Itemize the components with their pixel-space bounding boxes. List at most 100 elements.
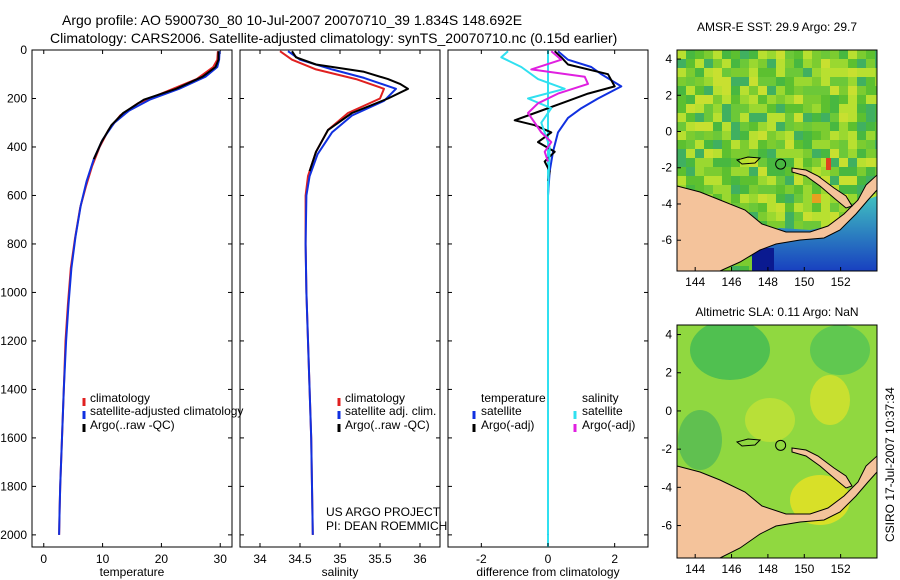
sst-cell xyxy=(686,104,695,113)
series-line-argo-raw-qc- xyxy=(291,50,409,172)
sst-cell xyxy=(866,95,875,104)
sst-cell xyxy=(776,95,785,104)
sst-cell xyxy=(704,122,713,131)
sst-cell xyxy=(686,176,695,185)
lon-tick-label: 146 xyxy=(722,275,742,289)
sst-cell xyxy=(848,167,857,176)
sst-land-new-guinea xyxy=(677,174,877,271)
sst-cell xyxy=(767,212,776,221)
sst-cell xyxy=(758,176,767,185)
x-tick-label: 10 xyxy=(96,552,110,566)
sst-cell xyxy=(785,95,794,104)
sst-cell xyxy=(875,86,877,95)
sst-cell xyxy=(794,149,803,158)
sst-cell xyxy=(740,122,749,131)
sst-cell xyxy=(776,68,785,77)
legend-label-temp-satellite: satellite xyxy=(481,404,522,418)
sst-cell xyxy=(785,185,794,194)
sst-cell xyxy=(866,104,875,113)
sst-cell xyxy=(857,86,866,95)
x-tick-label: 34 xyxy=(253,552,267,566)
sst-cell xyxy=(704,95,713,104)
sst-cell xyxy=(677,149,686,158)
sst-cell xyxy=(794,104,803,113)
sst-cell xyxy=(749,158,758,167)
sst-cell xyxy=(839,185,848,194)
sst-cell xyxy=(776,149,785,158)
sst-cell xyxy=(740,140,749,149)
y-tick-label: 1000 xyxy=(0,285,27,299)
sst-cell xyxy=(731,77,740,86)
sst-cell xyxy=(785,113,794,122)
sst-cell xyxy=(695,68,704,77)
sst-cell xyxy=(830,59,839,68)
sst-cell xyxy=(704,104,713,113)
sst-cell xyxy=(758,113,767,122)
sst-cell xyxy=(866,59,875,68)
sst-cell xyxy=(722,95,731,104)
sst-cell xyxy=(686,158,695,167)
lat-tick-label: -2 xyxy=(661,442,672,456)
sst-cell xyxy=(740,266,749,271)
sst-cell xyxy=(704,185,713,194)
lat-tick-label: -6 xyxy=(661,233,672,247)
legend-heading-salinity: salinity xyxy=(582,391,619,405)
sst-cell xyxy=(875,59,877,68)
sst-cell xyxy=(731,131,740,140)
sst-cell xyxy=(803,77,812,86)
sst-cell xyxy=(695,176,704,185)
sst-cell xyxy=(677,59,686,68)
sst-cell xyxy=(767,185,776,194)
sst-cell xyxy=(785,50,794,59)
sst-cell xyxy=(776,113,785,122)
sst-cell xyxy=(776,194,785,203)
sst-cell xyxy=(695,95,704,104)
sst-cell xyxy=(731,167,740,176)
sst-cell xyxy=(785,221,794,230)
sst-cell xyxy=(875,68,877,77)
sst-cell xyxy=(749,113,758,122)
sst-cell xyxy=(803,104,812,113)
sst-cell xyxy=(875,95,877,104)
sst-cell xyxy=(848,95,857,104)
sst-cell xyxy=(749,59,758,68)
sst-warm-cell xyxy=(812,194,821,203)
sst-cell xyxy=(749,140,758,149)
sst-cell xyxy=(695,104,704,113)
sst-cell xyxy=(722,104,731,113)
lat-tick-label: -6 xyxy=(661,519,672,533)
sla-yellow-blob xyxy=(745,398,795,442)
sst-cell xyxy=(848,113,857,122)
sst-cell xyxy=(848,176,857,185)
sst-cell xyxy=(830,167,839,176)
sst-cell xyxy=(785,86,794,95)
sst-cell xyxy=(812,203,821,212)
series-line-climatology xyxy=(279,50,385,535)
sst-cell xyxy=(713,167,722,176)
sst-cell xyxy=(713,176,722,185)
sst-cell xyxy=(866,122,875,131)
series-line-argo-raw-qc- xyxy=(92,51,220,160)
sst-cell xyxy=(857,149,866,158)
sst-cell xyxy=(794,194,803,203)
sst-cell xyxy=(848,86,857,95)
sst-cell xyxy=(704,131,713,140)
sst-cell xyxy=(749,50,758,59)
sst-cell xyxy=(866,77,875,86)
sst-cell xyxy=(776,185,785,194)
sst-cell xyxy=(686,86,695,95)
sst-cell xyxy=(722,167,731,176)
sst-cell xyxy=(767,86,776,95)
sst-cell xyxy=(704,59,713,68)
sst-cell xyxy=(830,203,839,212)
sst-cell xyxy=(722,113,731,122)
legend-label-argo: Argo(..raw -QC) xyxy=(345,418,430,432)
sst-cell xyxy=(731,140,740,149)
sst-cell xyxy=(776,50,785,59)
sst-cell xyxy=(722,149,731,158)
sst-cell xyxy=(821,167,830,176)
sst-cell xyxy=(722,50,731,59)
sst-cell xyxy=(830,122,839,131)
sst-cell xyxy=(821,95,830,104)
